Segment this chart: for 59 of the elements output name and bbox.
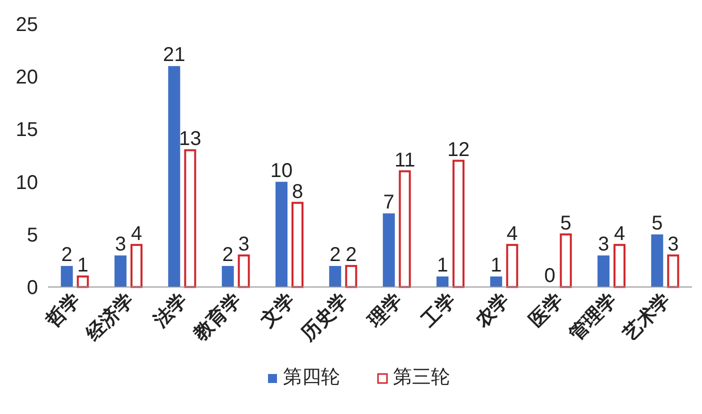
bar (436, 276, 448, 287)
bar (184, 149, 196, 288)
data-label: 3 (598, 233, 610, 256)
y-tick-label: 20 (16, 66, 38, 89)
bar (222, 266, 234, 287)
x-tick-label: 农学 (471, 290, 514, 332)
bar (560, 233, 572, 288)
data-label: 1 (490, 254, 502, 276)
bar (651, 234, 664, 287)
x-tick-label: 工学 (418, 290, 460, 332)
x-tick-label: 理学 (364, 290, 406, 332)
legend-label: 第四轮 (283, 367, 340, 388)
data-label: 4 (506, 222, 518, 245)
data-label: 4 (130, 222, 142, 245)
bar (76, 275, 89, 288)
data-label: 3 (668, 233, 679, 256)
data-label: 12 (447, 138, 470, 161)
bar (329, 266, 342, 287)
x-tick-label: 医学 (526, 290, 568, 332)
bar (114, 255, 126, 287)
bar (276, 182, 288, 287)
bar (506, 244, 518, 288)
data-label: 3 (114, 233, 126, 256)
data-label: 2 (330, 244, 341, 266)
bar (292, 202, 304, 288)
bar (667, 254, 680, 288)
y-tick-label: 5 (26, 224, 38, 246)
legend-label: 第三轮 (393, 367, 450, 388)
data-label: 1 (77, 254, 88, 276)
bar (168, 66, 180, 287)
data-label: 3 (238, 233, 250, 256)
data-label: 2 (61, 244, 72, 266)
bar (614, 244, 626, 288)
data-label: 4 (614, 222, 626, 245)
bar (345, 264, 358, 288)
bar (382, 213, 395, 287)
data-label: 21 (163, 44, 186, 66)
data-label: 5 (560, 212, 572, 234)
data-label: 1 (436, 254, 448, 276)
data-label: 8 (292, 180, 304, 203)
data-label: 10 (270, 160, 293, 182)
bar (490, 276, 502, 287)
bar (130, 244, 142, 288)
data-label: 11 (394, 149, 416, 172)
y-tick-label: 0 (26, 277, 38, 299)
bar (398, 170, 411, 288)
data-label: 2 (222, 244, 234, 266)
bar (238, 254, 250, 288)
y-tick-label: 25 (16, 14, 38, 36)
data-label: 13 (179, 128, 202, 150)
bar (598, 255, 610, 287)
bar (60, 266, 73, 287)
y-tick-label: 10 (16, 172, 38, 194)
data-label: 0 (544, 265, 556, 287)
y-tick-label: 15 (16, 119, 38, 142)
data-label: 7 (383, 191, 394, 214)
data-label: 2 (346, 244, 357, 266)
data-label: 5 (652, 212, 663, 234)
bar (452, 160, 464, 288)
